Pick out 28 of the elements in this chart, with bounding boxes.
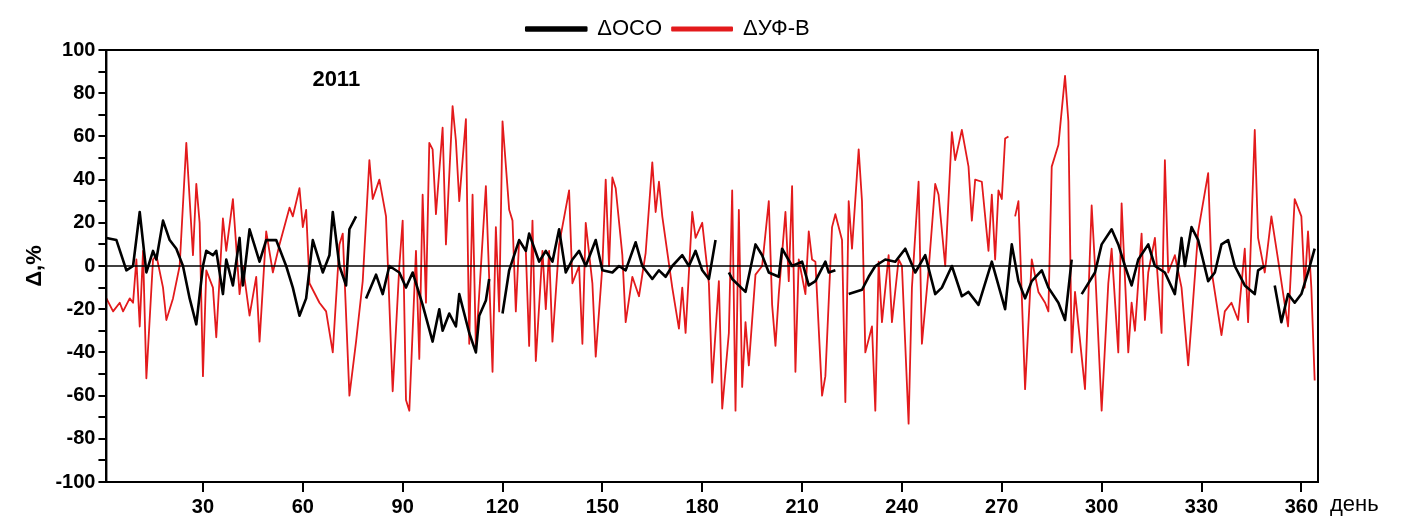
y-tick-label: -20 [66,296,96,319]
y-tick-label: -80 [66,426,96,449]
x-axis-title: день [1330,491,1379,517]
y-tick-label: 100 [62,37,96,60]
x-tick-label: 60 [291,494,314,517]
y-tick-label: 80 [73,80,96,103]
y-tick-label: -40 [66,339,96,362]
x-tick-label: 270 [985,494,1019,517]
x-tick-label: 330 [1184,494,1219,517]
y-tick-label: 60 [73,123,96,146]
y-tick-label: -100 [55,469,96,492]
x-tick-label: 300 [1084,494,1119,517]
x-tick-label: 180 [685,494,719,517]
y-tick-label: 0 [84,253,96,276]
legend-label: ΔУФ-В [743,15,810,41]
x-tick-label: 210 [785,494,819,517]
x-tick-label: 150 [585,494,620,517]
x-tick-label: 90 [391,494,414,517]
text: 2011 [312,66,361,92]
y-tick-label: -60 [66,383,96,406]
y-tick-label: 40 [73,167,96,190]
y-axis-title: Δ,% [21,245,47,287]
legend-label: ΔOCO [597,15,663,41]
x-tick-label: 30 [191,494,215,517]
x-tick-label: 360 [1284,494,1319,517]
y-tick-label: 20 [73,210,96,233]
x-tick-label: 120 [485,494,520,517]
x-tick-label: 240 [885,494,919,517]
